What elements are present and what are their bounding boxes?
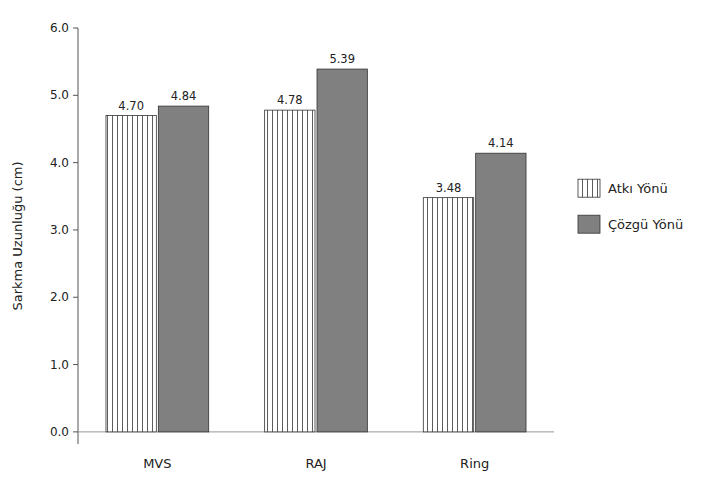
bar-group [106,116,156,432]
legend-swatch-hatch [578,179,600,197]
y-tick-label: 5.0 [50,88,69,102]
bar-hatch [265,110,315,432]
data-label: 3.48 [436,181,462,195]
legend-swatch [578,179,600,197]
x-tick-label: MVS [143,456,171,471]
bar-group [158,106,208,432]
x-tick-label: Ring [460,456,489,471]
x-tick-label: RAJ [305,456,326,471]
bar-hatch [106,116,156,432]
y-tick-label: 6.0 [50,21,69,35]
y-tick-label: 4.0 [50,156,69,170]
y-axis: 0.0 1.0 2.0 3.0 4.0 5.0 6.0 [50,21,554,444]
legend-label: Atkı Yönü [608,181,668,196]
data-label: 5.39 [329,52,355,66]
data-labels: 4.70 4.84 4.78 5.39 3.48 4.14 [118,52,513,195]
y-axis-label: Sarkma Uzunluğu (cm) [10,161,25,310]
bar [106,116,156,432]
y-axis-line [78,28,79,444]
y-tick [73,162,78,163]
y-tick-label: 0.0 [50,425,69,439]
bar-hatch [423,198,473,432]
y-tick [73,431,78,432]
bar-group [317,69,367,432]
data-label: 4.70 [118,99,144,113]
bar [423,198,473,432]
y-tick [73,28,78,29]
bar [476,153,526,432]
chart-svg: 0.0 1.0 2.0 3.0 4.0 5.0 6.0 Sarkma Uzunluğu (cm… [0,0,724,492]
y-tick-label: 3.0 [50,223,69,237]
bar-group [423,198,473,432]
bar-group [476,153,526,432]
y-tick [73,364,78,365]
chart-container: 0.0 1.0 2.0 3.0 4.0 5.0 6.0 Sarkma Uzunluğu (cm… [0,0,724,492]
y-tick-label: 1.0 [50,358,69,372]
bar [158,106,208,432]
bar-group [265,110,315,432]
data-label: 4.14 [488,136,514,150]
bars [106,69,526,432]
y-tick [73,95,78,96]
legend: Atkı Yönü Çözgü Yönü [578,179,683,233]
bar [265,110,315,432]
data-label: 4.78 [277,93,303,107]
y-tick-label: 2.0 [50,290,69,304]
y-tick [73,229,78,230]
legend-swatch [578,215,600,233]
data-label: 4.84 [171,89,197,103]
y-tick [73,297,78,298]
legend-label: Çözgü Yönü [608,217,683,232]
bar [317,69,367,432]
